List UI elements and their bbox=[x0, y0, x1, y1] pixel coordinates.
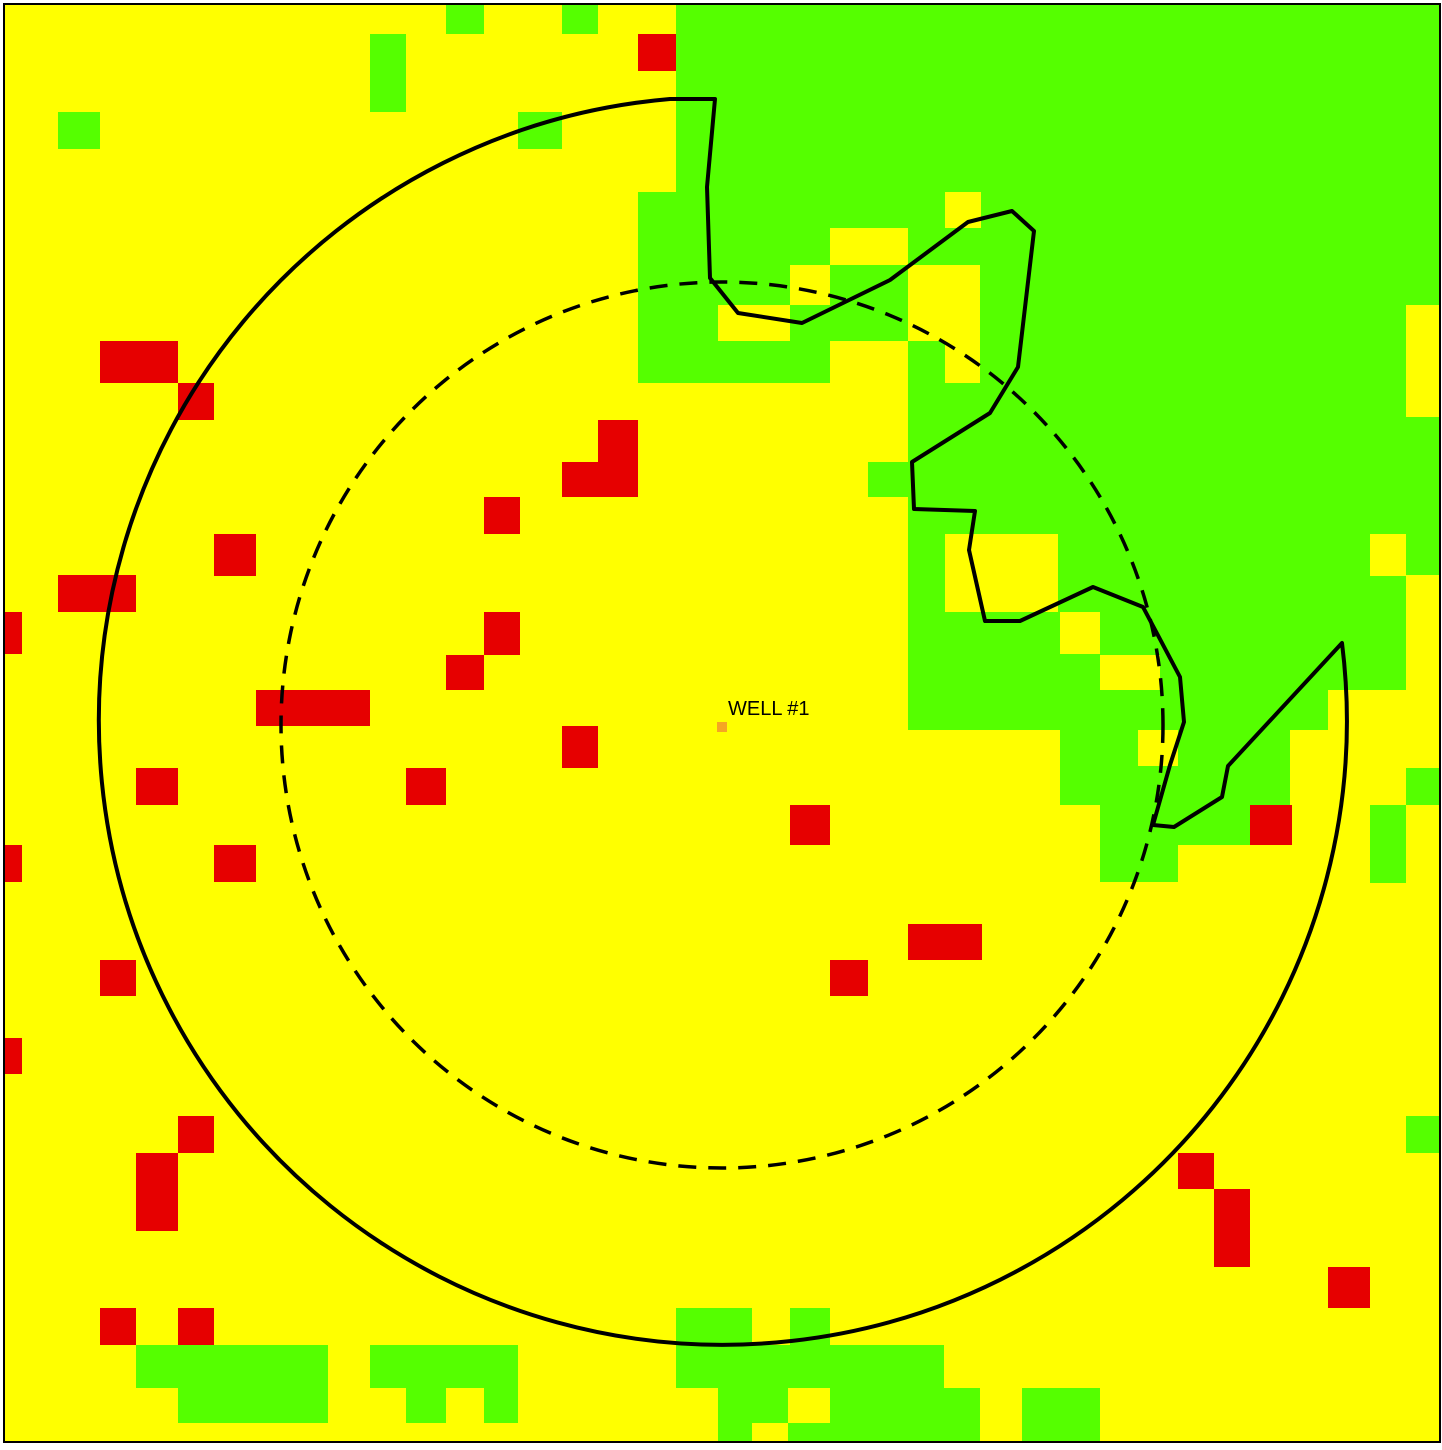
inner-capture-zone-boundary bbox=[279, 280, 1165, 1170]
green-zone bbox=[638, 4, 1440, 882]
well-marker[interactable] bbox=[717, 722, 727, 732]
map-frame-border bbox=[3, 3, 1441, 1443]
green-patches bbox=[58, 4, 1440, 1442]
outer-capture-zone-boundary bbox=[96, 97, 1349, 1347]
red-cells bbox=[4, 34, 1370, 1345]
well-label: WELL #1 bbox=[728, 698, 810, 720]
yellow-notches bbox=[638, 4, 1440, 885]
